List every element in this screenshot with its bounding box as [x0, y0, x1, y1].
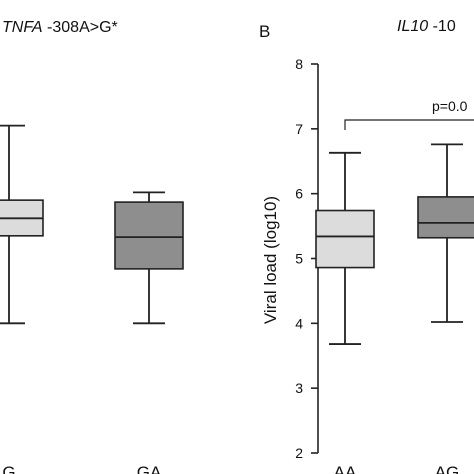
panel-b-title-gene: IL10	[397, 18, 428, 35]
panel-b-aa-tick-label: AA	[334, 463, 357, 474]
y-tick-label-2: 2	[295, 445, 303, 461]
panel-b-y-ticks: 8 7 6 5 4 3 2	[295, 56, 318, 461]
panel-b-y-axis-label: Viral load (log10)	[261, 196, 280, 324]
panel-b-ag-tick-label: AG	[435, 463, 460, 474]
panel-a-title: TNFA -308A>G*	[2, 19, 118, 36]
y-tick-label-3: 3	[295, 380, 303, 396]
panel-b-title: IL10 -10	[397, 18, 456, 35]
panel-b: B IL10 -10 8 7 6 5 4 3 2 Viral load (log10) p=…	[259, 18, 474, 474]
panel-a-ga-box	[114, 201, 184, 270]
y-tick-label-6: 6	[295, 186, 303, 202]
panel-b-letter: B	[259, 22, 270, 41]
significance-annotation: p=0.0	[432, 98, 468, 114]
panel-a-ga-tick-label: GA	[137, 463, 162, 474]
panel-b-title-rest: -10	[428, 18, 456, 35]
panel-a: TNFA -308A>G* G GA	[0, 19, 184, 474]
panel-a-boxes	[0, 124, 184, 325]
panel-a-g-tick-label: G	[2, 463, 15, 474]
panel-b-boxes	[315, 143, 474, 345]
panel-a-title-rest: -308A>G*	[43, 19, 118, 36]
y-tick-label-8: 8	[295, 56, 303, 72]
panel-a-title-gene: TNFA	[2, 19, 43, 36]
y-tick-label-4: 4	[295, 315, 303, 331]
panel-b-x-tick-labels: AA AG	[334, 463, 460, 474]
y-tick-label-5: 5	[295, 251, 303, 267]
panel-b-ag-box	[417, 196, 474, 239]
y-tick-label-7: 7	[295, 121, 303, 137]
panel-b-aa-box	[315, 209, 375, 269]
panel-a-x-tick-labels: G GA	[2, 463, 162, 474]
significance-bracket	[344, 119, 474, 130]
